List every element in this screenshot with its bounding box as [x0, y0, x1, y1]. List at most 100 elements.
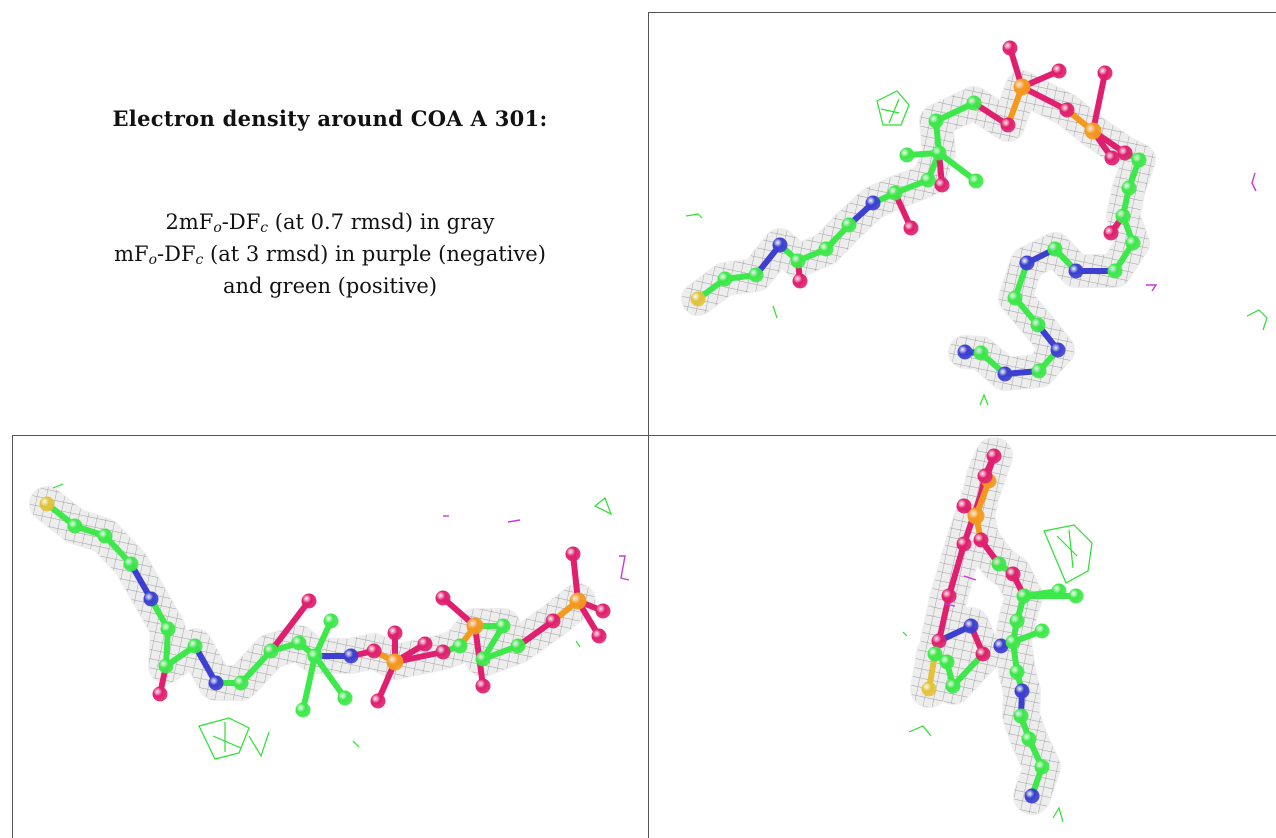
- atom-o: [301, 593, 317, 609]
- atom-c: [1030, 317, 1046, 333]
- atom-c: [123, 556, 139, 572]
- atom-c: [1107, 263, 1123, 279]
- atom-p: [1013, 78, 1031, 96]
- caption-subscript: c: [260, 220, 269, 236]
- atom-o: [417, 636, 433, 652]
- caption-panel: Electron density around COA A 301: 2mFo-…: [12, 12, 648, 435]
- atom-c: [307, 648, 323, 664]
- atom-o: [435, 644, 451, 660]
- atom-n: [1014, 683, 1030, 699]
- atom-c: [841, 217, 857, 233]
- atom-n: [1068, 263, 1084, 279]
- caption-text: (at 0.7 rmsd) in gray: [268, 210, 495, 234]
- atom-o: [591, 628, 607, 644]
- density-mesh-green: [1052, 806, 1064, 823]
- atom-c: [1047, 241, 1063, 257]
- atom-c: [452, 638, 468, 654]
- density-mesh-green: [593, 497, 613, 516]
- caption-subscript: o: [213, 220, 222, 236]
- atom-c: [1125, 235, 1141, 251]
- bond: [946, 541, 967, 599]
- density-mesh-green: [685, 213, 703, 219]
- atom-c: [920, 172, 936, 188]
- atom-o: [370, 693, 386, 709]
- atom-n: [1024, 788, 1040, 804]
- density-mesh-purple: [963, 575, 977, 581]
- atom-o: [941, 588, 957, 604]
- atom-c: [495, 618, 511, 634]
- caption-text: (at 3 rmsd) in purple (negative): [203, 242, 546, 266]
- atom-c: [510, 638, 526, 654]
- atom-n: [143, 591, 159, 607]
- atom-p: [466, 617, 484, 635]
- atom-c: [1009, 664, 1025, 680]
- atom-c: [887, 185, 903, 201]
- density-mesh-purple: [619, 555, 630, 581]
- atom-o: [152, 686, 168, 702]
- bond: [268, 598, 312, 654]
- atom-n: [772, 237, 788, 253]
- atom-n: [963, 618, 979, 634]
- atom-p: [569, 592, 587, 610]
- atom-o: [934, 177, 950, 193]
- frame-middle-vertical: [648, 12, 649, 838]
- bond: [312, 653, 348, 701]
- caption-text: mF: [114, 242, 149, 266]
- molecule-view-bottom-right: [649, 436, 1276, 838]
- atom-c: [263, 643, 279, 659]
- density-mesh-green: [52, 483, 64, 489]
- atom-c: [1121, 180, 1137, 196]
- atom-c: [295, 702, 311, 718]
- atom-c: [337, 690, 353, 706]
- atom-n: [208, 675, 224, 691]
- atom-s: [921, 681, 937, 697]
- atom-c: [1131, 152, 1147, 168]
- atom-c: [1034, 759, 1050, 775]
- atom-o: [1097, 65, 1113, 81]
- atom-c: [1009, 613, 1025, 629]
- atom-p: [386, 653, 404, 671]
- atom-c: [966, 95, 982, 111]
- atom-s: [39, 496, 55, 512]
- atom-c: [160, 621, 176, 637]
- atom-c: [158, 658, 174, 674]
- density-mesh-green: [902, 631, 908, 637]
- atom-o: [956, 498, 972, 514]
- caption-line-mfo: mFo-DFc (at 3 rmsd) in purple (negative): [12, 242, 648, 268]
- atom-c: [748, 267, 764, 283]
- density-mesh-green: [575, 640, 581, 648]
- atom-o: [1103, 225, 1119, 241]
- atom-c: [790, 253, 806, 269]
- atom-s: [690, 291, 706, 307]
- atom-n: [865, 195, 881, 211]
- density-mesh-green: [908, 725, 932, 737]
- atom-o: [1051, 63, 1067, 79]
- atom-c: [927, 646, 943, 662]
- atom-c: [991, 556, 1007, 572]
- atom-c: [818, 241, 834, 257]
- density-mesh-green: [876, 90, 910, 126]
- bond: [1090, 70, 1108, 134]
- atom-c: [291, 635, 307, 651]
- atom-c: [67, 518, 83, 534]
- atom-c: [1005, 634, 1021, 650]
- caption-text: 2mF: [165, 210, 214, 234]
- atom-c: [945, 678, 961, 694]
- atom-c: [1013, 708, 1029, 724]
- caption-text: -DF: [157, 242, 196, 266]
- atom-n: [957, 344, 973, 360]
- density-mesh-green: [1246, 309, 1268, 331]
- atom-o: [1117, 145, 1133, 161]
- bond: [300, 653, 318, 713]
- atom-n: [993, 638, 1009, 654]
- atom-o: [931, 633, 947, 649]
- atom-o: [1000, 117, 1016, 133]
- bond: [936, 593, 952, 644]
- caption-subscript: o: [148, 252, 158, 268]
- atom-c: [1007, 290, 1023, 306]
- view-bottom-left-image: [29, 483, 630, 760]
- atom-c: [931, 145, 947, 161]
- atom-c: [187, 638, 203, 654]
- atom-o: [1104, 150, 1120, 166]
- atom-c: [939, 654, 955, 670]
